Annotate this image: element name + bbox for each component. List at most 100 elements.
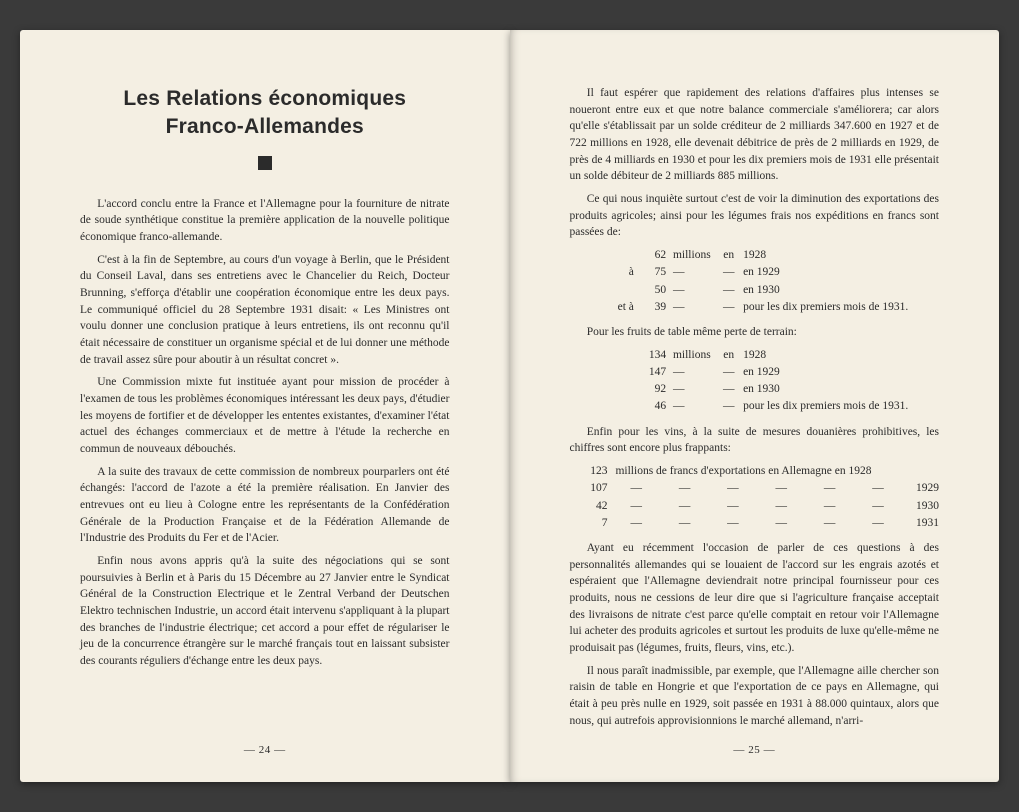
row-rest: 1928 (743, 247, 939, 264)
page-right: Il faut espérer que rapidement des relat… (510, 30, 1000, 782)
dash-cell: — (854, 480, 902, 497)
dash-cell: — (612, 515, 660, 532)
row-unit: — (673, 264, 714, 281)
dash-cell: — (757, 498, 805, 515)
body-paragraph: C'est à la fin de Septembre, au cours d'… (80, 252, 450, 369)
table-fruits: 134 millions en 1928 147 — — en 1929 92 … (606, 347, 939, 416)
row-value: 39 (641, 299, 666, 316)
table-row: 134 millions en 1928 (606, 347, 939, 364)
table-row: et à 39 — — pour les dix premiers mois d… (606, 299, 939, 316)
row-year: 1929 (902, 480, 939, 497)
dash-cell: — (757, 480, 805, 497)
row-sep: — (721, 364, 736, 381)
row-prefix: à (606, 264, 634, 281)
row-prefix (606, 247, 634, 264)
dash-cell: — (612, 480, 660, 497)
row-prefix (606, 347, 634, 364)
table-row: 42 — — — — — — 1930 (575, 498, 939, 515)
row-rest: en 1929 (743, 264, 939, 281)
row-rest: en 1930 (743, 282, 939, 299)
dash-cell: — (660, 515, 708, 532)
row-sep: en (721, 247, 736, 264)
row-value: 42 (575, 498, 612, 515)
row-prefix (606, 398, 634, 415)
dash-cell: — (805, 498, 853, 515)
body-paragraph: Il nous paraît inadmissible, par exemple… (570, 663, 940, 730)
row-prefix (606, 282, 634, 299)
body-paragraph: A la suite des travaux de cette commissi… (80, 464, 450, 547)
body-paragraph: Une Commission mixte fut instituée ayant… (80, 374, 450, 457)
dash-cell: — (854, 515, 902, 532)
row-unit: — (673, 364, 714, 381)
table-row: 7 — — — — — — 1931 (575, 515, 939, 532)
row-sep: — (721, 381, 736, 398)
row-unit: — (673, 398, 714, 415)
row-value: 123 (575, 463, 612, 480)
row-year: 1930 (902, 498, 939, 515)
row-unit: — (673, 282, 714, 299)
page-number: — 24 — (20, 744, 510, 756)
ornament-square (258, 156, 272, 170)
body-paragraph: Enfin nous avons appris qu'à la suite de… (80, 553, 450, 670)
row-value: 50 (641, 282, 666, 299)
row-sep: — (721, 282, 736, 299)
table-row: 92 — — en 1930 (606, 381, 939, 398)
row-unit: — (673, 381, 714, 398)
row-year: 1931 (902, 515, 939, 532)
row-rest: en 1929 (743, 364, 939, 381)
row-prefix (606, 364, 634, 381)
body-paragraph: Ayant eu récemment l'occasion de parler … (570, 540, 940, 657)
dash-cell: — (854, 498, 902, 515)
dash-cell: — (805, 480, 853, 497)
dash-cell: — (660, 480, 708, 497)
row-value: 62 (641, 247, 666, 264)
table-row: 147 — — en 1929 (606, 364, 939, 381)
row-value: 75 (641, 264, 666, 281)
dash-cell: — (612, 498, 660, 515)
table-row: 62 millions en 1928 (606, 247, 939, 264)
table-legumes: 62 millions en 1928 à 75 — — en 1929 50 … (606, 247, 939, 316)
row-value: 7 (575, 515, 612, 532)
row-sep: — (721, 299, 736, 316)
dash-cell: — (709, 498, 757, 515)
title-line-2: Franco-Allemandes (166, 115, 364, 138)
row-sep: en (721, 347, 736, 364)
body-paragraph: Il faut espérer que rapidement des relat… (570, 85, 940, 185)
body-paragraph: Ce qui nous inquiète surtout c'est de vo… (570, 191, 940, 241)
book-spread: Les Relations économiques Franco-Alleman… (0, 0, 1019, 812)
row-value: 107 (575, 480, 612, 497)
body-paragraph: Pour les fruits de table même perte de t… (570, 324, 940, 341)
row-unit: millions (673, 247, 714, 264)
dash-cell: — (757, 515, 805, 532)
row-rest: millions de francs d'exportations en All… (612, 463, 939, 480)
dash-cell: — (709, 480, 757, 497)
row-rest: pour les dix premiers mois de 1931. (743, 299, 939, 316)
table-row: à 75 — — en 1929 (606, 264, 939, 281)
row-value: 46 (641, 398, 666, 415)
row-unit: millions (673, 347, 714, 364)
row-rest: pour les dix premiers mois de 1931. (743, 398, 939, 415)
row-prefix: et à (606, 299, 634, 316)
dash-cell: — (660, 498, 708, 515)
article-title: Les Relations économiques Franco-Alleman… (80, 85, 450, 142)
row-rest: en 1930 (743, 381, 939, 398)
table-header-row: 123 millions de francs d'exportations en… (575, 463, 939, 480)
table-row: 46 — — pour les dix premiers mois de 193… (606, 398, 939, 415)
row-prefix (606, 381, 634, 398)
table-vins: 123 millions de francs d'exportations en… (575, 463, 939, 532)
body-paragraph: Enfin pour les vins, à la suite de mesur… (570, 424, 940, 457)
title-line-1: Les Relations économiques (123, 87, 406, 110)
dash-cell: — (805, 515, 853, 532)
page-left: Les Relations économiques Franco-Alleman… (20, 30, 510, 782)
table-row: 107 — — — — — — 1929 (575, 480, 939, 497)
row-rest: 1928 (743, 347, 939, 364)
dash-cell: — (709, 515, 757, 532)
body-paragraph: L'accord conclu entre la France et l'All… (80, 196, 450, 246)
row-sep: — (721, 398, 736, 415)
row-unit: — (673, 299, 714, 316)
page-number: — 25 — (510, 744, 1000, 756)
table-row: 50 — — en 1930 (606, 282, 939, 299)
row-value: 134 (641, 347, 666, 364)
row-value: 92 (641, 381, 666, 398)
row-value: 147 (641, 364, 666, 381)
